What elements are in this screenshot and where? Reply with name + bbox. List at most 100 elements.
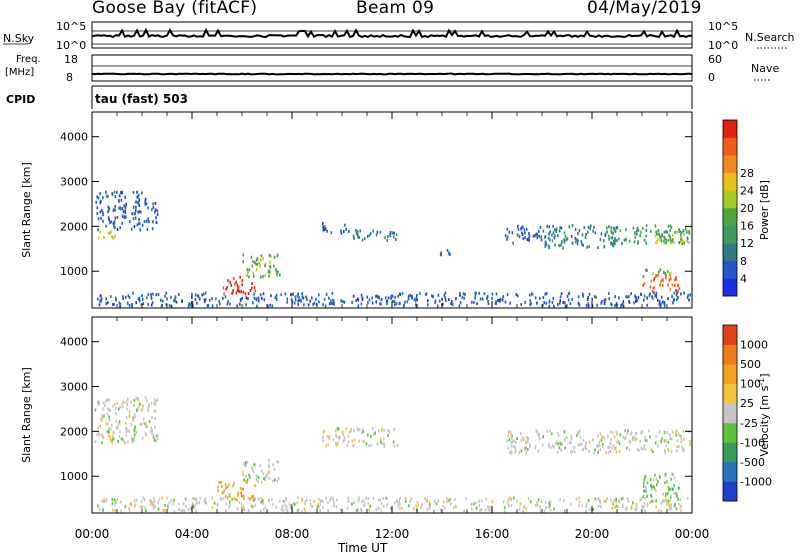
velocity-echo-cell bbox=[511, 440, 513, 444]
power-echo-cell bbox=[290, 297, 293, 301]
power-echo-cell bbox=[571, 298, 573, 301]
power-echo-cell bbox=[415, 293, 418, 297]
power-echo-cell bbox=[553, 236, 556, 240]
power-echo-cell bbox=[427, 299, 429, 303]
velocity-echo-cell bbox=[96, 433, 98, 437]
velocity-echo-cell bbox=[194, 503, 197, 507]
velocity-echo-cell bbox=[326, 435, 329, 438]
power-echo-cell bbox=[248, 268, 251, 272]
date-title: 04/May/2019 bbox=[587, 0, 702, 18]
power-echo-cell bbox=[258, 299, 260, 303]
power-echo-cell bbox=[576, 238, 578, 242]
velocity-echo-cell bbox=[321, 499, 324, 503]
power-echo-cell bbox=[532, 234, 535, 238]
power-echo-cell bbox=[138, 221, 140, 225]
velocity-echo-cell bbox=[506, 501, 509, 505]
velocity-echo-region bbox=[94, 396, 159, 445]
power-echo-cell bbox=[637, 240, 639, 244]
velocity-echo-cell bbox=[143, 498, 146, 502]
velocity-colorbar-segment bbox=[723, 422, 737, 443]
velocity-echo-cell bbox=[507, 503, 510, 507]
velocity-echo-cell bbox=[154, 416, 156, 420]
power-echo-cell bbox=[267, 270, 270, 274]
power-echo-cell bbox=[241, 279, 244, 282]
power-echo-cell bbox=[594, 231, 597, 235]
power-echo-cell bbox=[411, 294, 413, 298]
velocity-echo-cell bbox=[571, 449, 574, 453]
velocity-echo-cell bbox=[597, 497, 599, 501]
power-echo-cell bbox=[141, 223, 144, 227]
velocity-echo-cell bbox=[513, 496, 515, 500]
velocity-echo-cell bbox=[674, 503, 676, 507]
velocity-echo-cell bbox=[146, 425, 148, 429]
power-echo-cell bbox=[516, 233, 519, 237]
velocity-echo-cell bbox=[644, 435, 647, 439]
velocity-echo-cell bbox=[237, 493, 239, 497]
power-echo-cell bbox=[636, 229, 638, 233]
power-echo-cell bbox=[443, 293, 446, 297]
velocity-echo-cell bbox=[335, 443, 337, 447]
power-echo-cell bbox=[328, 296, 330, 300]
power-echo-cell bbox=[109, 221, 111, 225]
power-echo-cell bbox=[140, 303, 143, 306]
velocity-echo-cell bbox=[394, 501, 396, 505]
velocity-echo-cell bbox=[144, 396, 147, 400]
power-echo-cell bbox=[137, 200, 139, 204]
power-echo-cell bbox=[643, 238, 646, 242]
velocity-echo-cell bbox=[606, 497, 608, 501]
power-echo-cell bbox=[239, 298, 242, 302]
velocity-echo-cell bbox=[630, 507, 633, 511]
power-echo-cell bbox=[147, 206, 149, 210]
velocity-echo-cell bbox=[94, 440, 97, 444]
velocity-echo-cell bbox=[195, 509, 197, 513]
velocity-echo-cell bbox=[115, 426, 118, 430]
power-echo-cell bbox=[563, 231, 566, 235]
power-echo-cell bbox=[570, 235, 573, 238]
velocity-echo-cell bbox=[415, 504, 417, 508]
velocity-echo-cell bbox=[518, 450, 520, 454]
power-echo-cell bbox=[264, 264, 266, 268]
power-echo-cell bbox=[284, 292, 287, 296]
velocity-echo-region bbox=[322, 427, 399, 448]
velocity-echo-cell bbox=[332, 438, 335, 442]
power-echo-cell bbox=[380, 302, 382, 306]
velocity-echo-cell bbox=[599, 501, 601, 505]
power-echo-cell bbox=[384, 296, 387, 300]
power-echo-cell bbox=[524, 231, 526, 235]
power-echo-cell bbox=[614, 304, 616, 308]
power-echo-cell bbox=[506, 227, 509, 231]
power-echo-cell bbox=[661, 234, 663, 238]
velocity-echo-cell bbox=[357, 428, 359, 432]
power-echo-cell bbox=[637, 228, 640, 232]
power-echo-cell bbox=[646, 296, 648, 300]
power-colorbar-segment bbox=[723, 260, 737, 279]
velocity-echo-cell bbox=[534, 445, 537, 449]
velocity-echo-cell bbox=[272, 502, 274, 506]
cpid-label: CPID bbox=[6, 93, 35, 106]
power-echo-cell bbox=[204, 298, 207, 302]
velocity-echo-cell bbox=[378, 429, 380, 433]
power-echo-cell bbox=[673, 298, 675, 302]
power-echo-cell bbox=[108, 208, 110, 212]
power-echo-cell bbox=[233, 277, 235, 280]
power-echo-cell bbox=[311, 296, 313, 300]
velocity-echo-cell bbox=[107, 434, 110, 438]
power-echo-cell bbox=[449, 253, 451, 257]
power-echo-cell bbox=[390, 294, 393, 298]
velocity-echo-cell bbox=[242, 494, 244, 498]
velocity-colorbar-label: Velocity [m s-1] bbox=[757, 373, 771, 456]
velocity-echo-cell bbox=[535, 429, 538, 433]
power-echo-cell bbox=[122, 210, 125, 213]
power-echo-cell bbox=[683, 232, 685, 236]
velocity-echo-cell bbox=[616, 440, 618, 444]
velocity-echo-cell bbox=[662, 499, 664, 503]
power-echo-cell bbox=[649, 292, 651, 296]
velocity-echo-cell bbox=[673, 492, 675, 495]
power-echo-cell bbox=[140, 210, 142, 214]
velocity-echo-cell bbox=[640, 431, 642, 435]
velocity-echo-cell bbox=[316, 507, 318, 510]
power-echo-cell bbox=[136, 195, 138, 199]
nsky-label: N.Sky bbox=[3, 32, 35, 45]
power-echo-cell bbox=[394, 295, 396, 299]
power-echo-cell bbox=[162, 299, 164, 303]
